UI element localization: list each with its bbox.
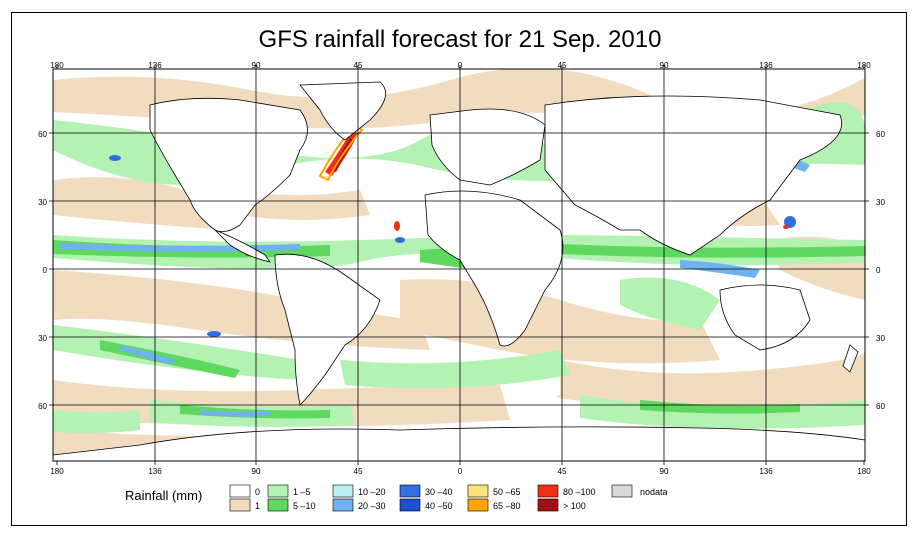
lon-labels-bottom: 180 136 90 45 0 45 90 136 180: [50, 467, 871, 476]
legend-title: Rainfall (mm): [125, 488, 202, 503]
legend-swatch-4: [332, 484, 354, 498]
legend-items: 0 1 1 –5 5 –10 10 –20 20 –30 30 –40 40 –…: [229, 484, 668, 512]
legend-label-9: 65 –80: [493, 501, 521, 511]
legend-swatch-6: [399, 484, 421, 498]
asia: [544, 95, 842, 256]
legend-swatch-0: [229, 484, 251, 498]
legend-label-8: 50 –65: [493, 487, 521, 497]
legend-swatch-12: [611, 484, 633, 498]
legend-label-3: 5 –10: [293, 501, 316, 511]
legend-swatch-10: [537, 484, 559, 498]
rain-30-40mm-areas: [109, 155, 796, 337]
lat-label: 30: [876, 334, 885, 343]
lon-label: 0: [458, 467, 463, 476]
legend-label-11: > 100: [563, 501, 586, 511]
lon-label: 45: [354, 61, 363, 70]
legend-label-2: 1 –5: [293, 487, 311, 497]
lat-label: 60: [38, 402, 47, 411]
lon-label: 180: [50, 467, 64, 476]
lon-label: 136: [759, 467, 773, 476]
africa: [424, 190, 564, 347]
legend-swatch-3: [267, 498, 289, 512]
south-america: [274, 253, 381, 406]
lat-label: 30: [876, 198, 885, 207]
lat-label: 0: [43, 266, 48, 275]
legend: Rainfall (mm) 0 1 1 –5 5 –10 10 –20 20 –…: [125, 484, 668, 512]
lon-label: 90: [660, 467, 669, 476]
rain-extreme-areas: [245, 123, 789, 256]
lon-label: 136: [759, 61, 773, 70]
legend-label-10: 80 –100: [563, 487, 596, 497]
lon-labels-top: 180 136 90 45 0 45 90 136 180: [50, 61, 871, 70]
legend-label-4: 10 –20: [358, 487, 386, 497]
lon-label: 45: [558, 61, 567, 70]
legend-label-6: 30 –40: [425, 487, 453, 497]
rainfall-field: [53, 69, 865, 461]
lon-label: 0: [458, 61, 463, 70]
lon-label: 90: [660, 61, 669, 70]
lon-label: 90: [252, 467, 261, 476]
legend-swatch-9: [467, 498, 489, 512]
north-america: [149, 97, 308, 233]
lat-label: 30: [38, 198, 47, 207]
legend-swatch-11: [537, 498, 559, 512]
lon-label: 136: [148, 61, 162, 70]
legend-swatch-2: [267, 484, 289, 498]
legend-label-7: 40 –50: [425, 501, 453, 511]
map-title: GFS rainfall forecast for 21 Sep. 2010: [258, 26, 662, 53]
lat-label: 60: [38, 130, 47, 139]
graticule: [49, 65, 869, 465]
europe: [429, 108, 546, 186]
greenland: [299, 81, 387, 141]
legend-swatch-5: [332, 498, 354, 512]
australia: [719, 284, 811, 351]
continent-outlines: [53, 81, 865, 461]
lon-label: 45: [558, 467, 567, 476]
lat-label: 60: [876, 130, 885, 139]
legend-label-12: nodata: [640, 487, 668, 497]
lon-label: 45: [354, 467, 363, 476]
legend-swatch-7: [399, 498, 421, 512]
lat-labels-left: 60 30 0 30 60: [38, 130, 47, 411]
lat-label: 60: [876, 402, 885, 411]
new-zealand: [842, 344, 859, 373]
lon-label: 180: [857, 467, 871, 476]
lon-label: 180: [857, 61, 871, 70]
lat-label: 30: [38, 334, 47, 343]
lon-label: 180: [50, 61, 64, 70]
map-border: [52, 68, 866, 462]
lon-label: 90: [252, 61, 261, 70]
lon-label: 136: [148, 467, 162, 476]
lat-label: 0: [876, 266, 881, 275]
legend-label-1: 1: [255, 501, 260, 511]
lat-labels-right: 60 30 0 30 60: [876, 130, 885, 411]
legend-label-5: 20 –30: [358, 501, 386, 511]
legend-label-0: 0: [255, 487, 260, 497]
legend-swatch-1: [229, 498, 251, 512]
legend-swatch-8: [467, 484, 489, 498]
